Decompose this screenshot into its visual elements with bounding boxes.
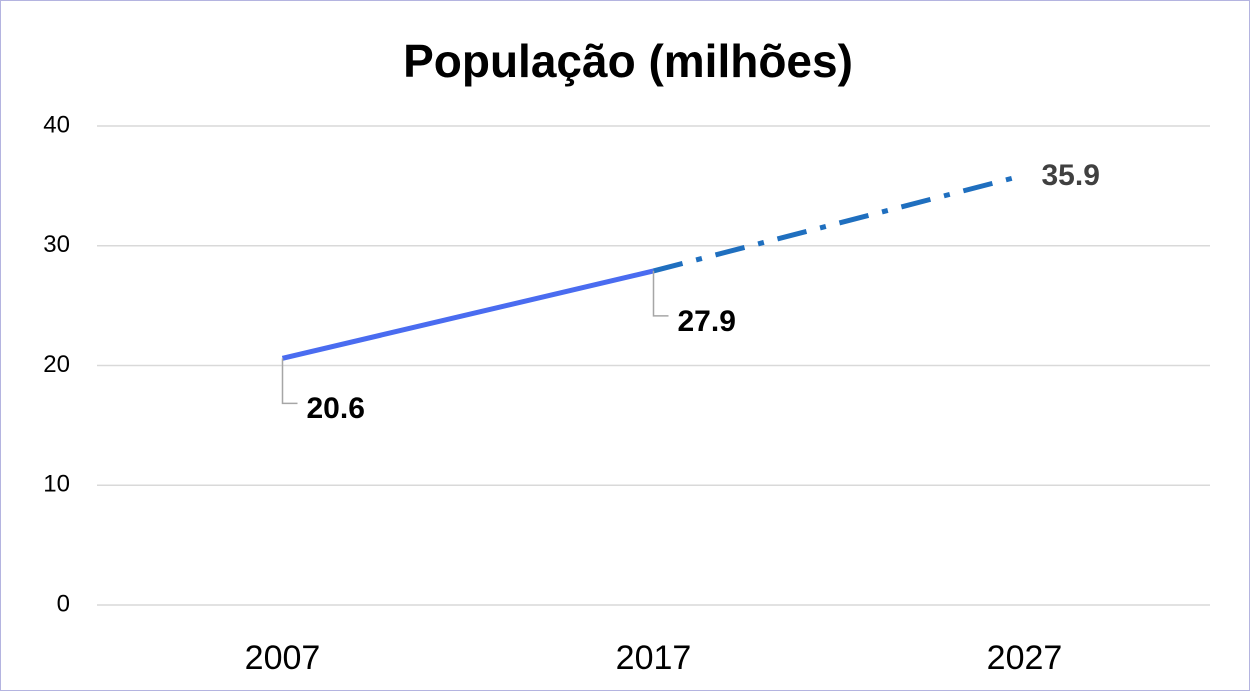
y-tick-label: 10: [43, 471, 70, 498]
y-tick-label: 20: [43, 351, 70, 378]
y-tick-label: 0: [57, 590, 70, 617]
x-tick-label: 2017: [616, 639, 692, 677]
data-label: 27.9: [678, 305, 736, 338]
line-segment: [281, 268, 655, 361]
label-leader: [281, 358, 298, 405]
x-tick-label: 2007: [245, 639, 321, 677]
label-leader: [652, 270, 669, 317]
x-tick-label: 2027: [987, 639, 1063, 677]
data-label: 35.9: [1042, 159, 1100, 192]
data-label: 20.6: [307, 392, 365, 425]
chart-title: População (milhões): [403, 35, 853, 87]
y-tick-label: 40: [43, 111, 70, 138]
y-tick-label: 30: [43, 231, 70, 258]
